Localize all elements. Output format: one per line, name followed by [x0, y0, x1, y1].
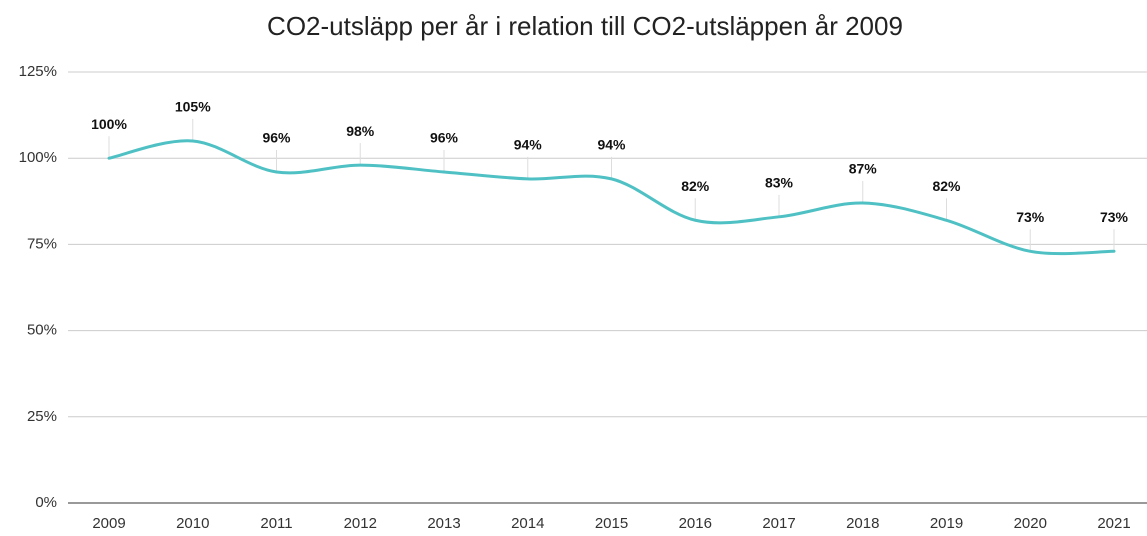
data-label: 82%: [681, 178, 710, 194]
x-tick-label: 2011: [260, 515, 292, 532]
y-tick-label: 125%: [19, 63, 57, 80]
data-label: 94%: [514, 137, 543, 153]
data-label: 96%: [262, 130, 291, 146]
x-tick-label: 2014: [511, 515, 544, 532]
data-label: 83%: [765, 175, 794, 191]
data-label: 73%: [1016, 209, 1045, 225]
y-tick-label: 50%: [27, 322, 57, 339]
x-tick-label: 2009: [92, 515, 125, 532]
chart-title: CO2-utsläpp per år i relation till CO2-u…: [267, 11, 903, 41]
data-label: 105%: [175, 99, 211, 115]
x-tick-label: 2020: [1014, 515, 1047, 532]
x-tick-label: 2010: [176, 515, 209, 532]
x-tick-label: 2021: [1097, 515, 1130, 532]
data-label: 87%: [849, 161, 878, 177]
data-label: 73%: [1100, 209, 1129, 225]
line: [107, 139, 1116, 256]
y-tick-label: 25%: [27, 408, 57, 425]
x-tick-label: 2015: [595, 515, 628, 532]
x-tick-label: 2017: [762, 515, 795, 532]
data-label: 82%: [932, 178, 961, 194]
x-tick-label: 2013: [427, 515, 460, 532]
y-tick-label: 100%: [19, 149, 57, 166]
x-tick-label: 2018: [846, 515, 879, 532]
x-tick-label: 2019: [930, 515, 963, 532]
data-label: 98%: [346, 123, 375, 139]
y-tick-label: 75%: [27, 235, 57, 252]
data-label: 94%: [597, 137, 626, 153]
x-tick-label: 2016: [679, 515, 712, 532]
y-tick-label: 0%: [35, 494, 57, 511]
data-label: 100%: [91, 116, 127, 132]
x-tick-label: 2012: [344, 515, 377, 532]
data-label: 96%: [430, 130, 459, 146]
